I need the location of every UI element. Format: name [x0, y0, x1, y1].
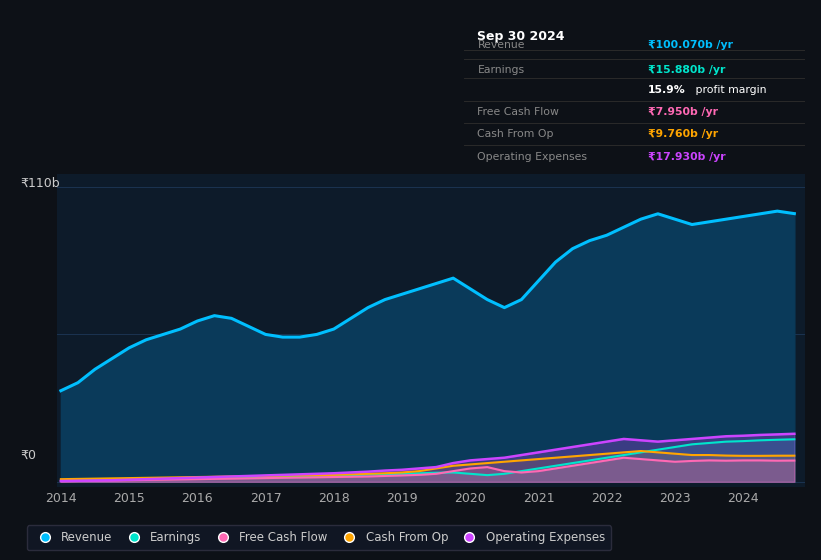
- Text: profit margin: profit margin: [692, 85, 767, 95]
- Text: ₹100.070b /yr: ₹100.070b /yr: [648, 40, 733, 50]
- Text: 15.9%: 15.9%: [648, 85, 686, 95]
- Text: ₹7.950b /yr: ₹7.950b /yr: [648, 107, 718, 117]
- Text: Sep 30 2024: Sep 30 2024: [478, 30, 565, 43]
- Legend: Revenue, Earnings, Free Cash Flow, Cash From Op, Operating Expenses: Revenue, Earnings, Free Cash Flow, Cash …: [27, 525, 611, 550]
- Text: Earnings: Earnings: [478, 66, 525, 76]
- Text: Free Cash Flow: Free Cash Flow: [478, 107, 559, 117]
- Text: ₹0: ₹0: [21, 449, 36, 462]
- Text: Operating Expenses: Operating Expenses: [478, 152, 588, 162]
- Text: Revenue: Revenue: [478, 40, 525, 50]
- Text: ₹9.760b /yr: ₹9.760b /yr: [648, 129, 718, 139]
- Text: ₹110b: ₹110b: [21, 176, 60, 189]
- Text: ₹15.880b /yr: ₹15.880b /yr: [648, 66, 725, 76]
- Text: ₹17.930b /yr: ₹17.930b /yr: [648, 152, 726, 162]
- Text: Cash From Op: Cash From Op: [478, 129, 554, 139]
